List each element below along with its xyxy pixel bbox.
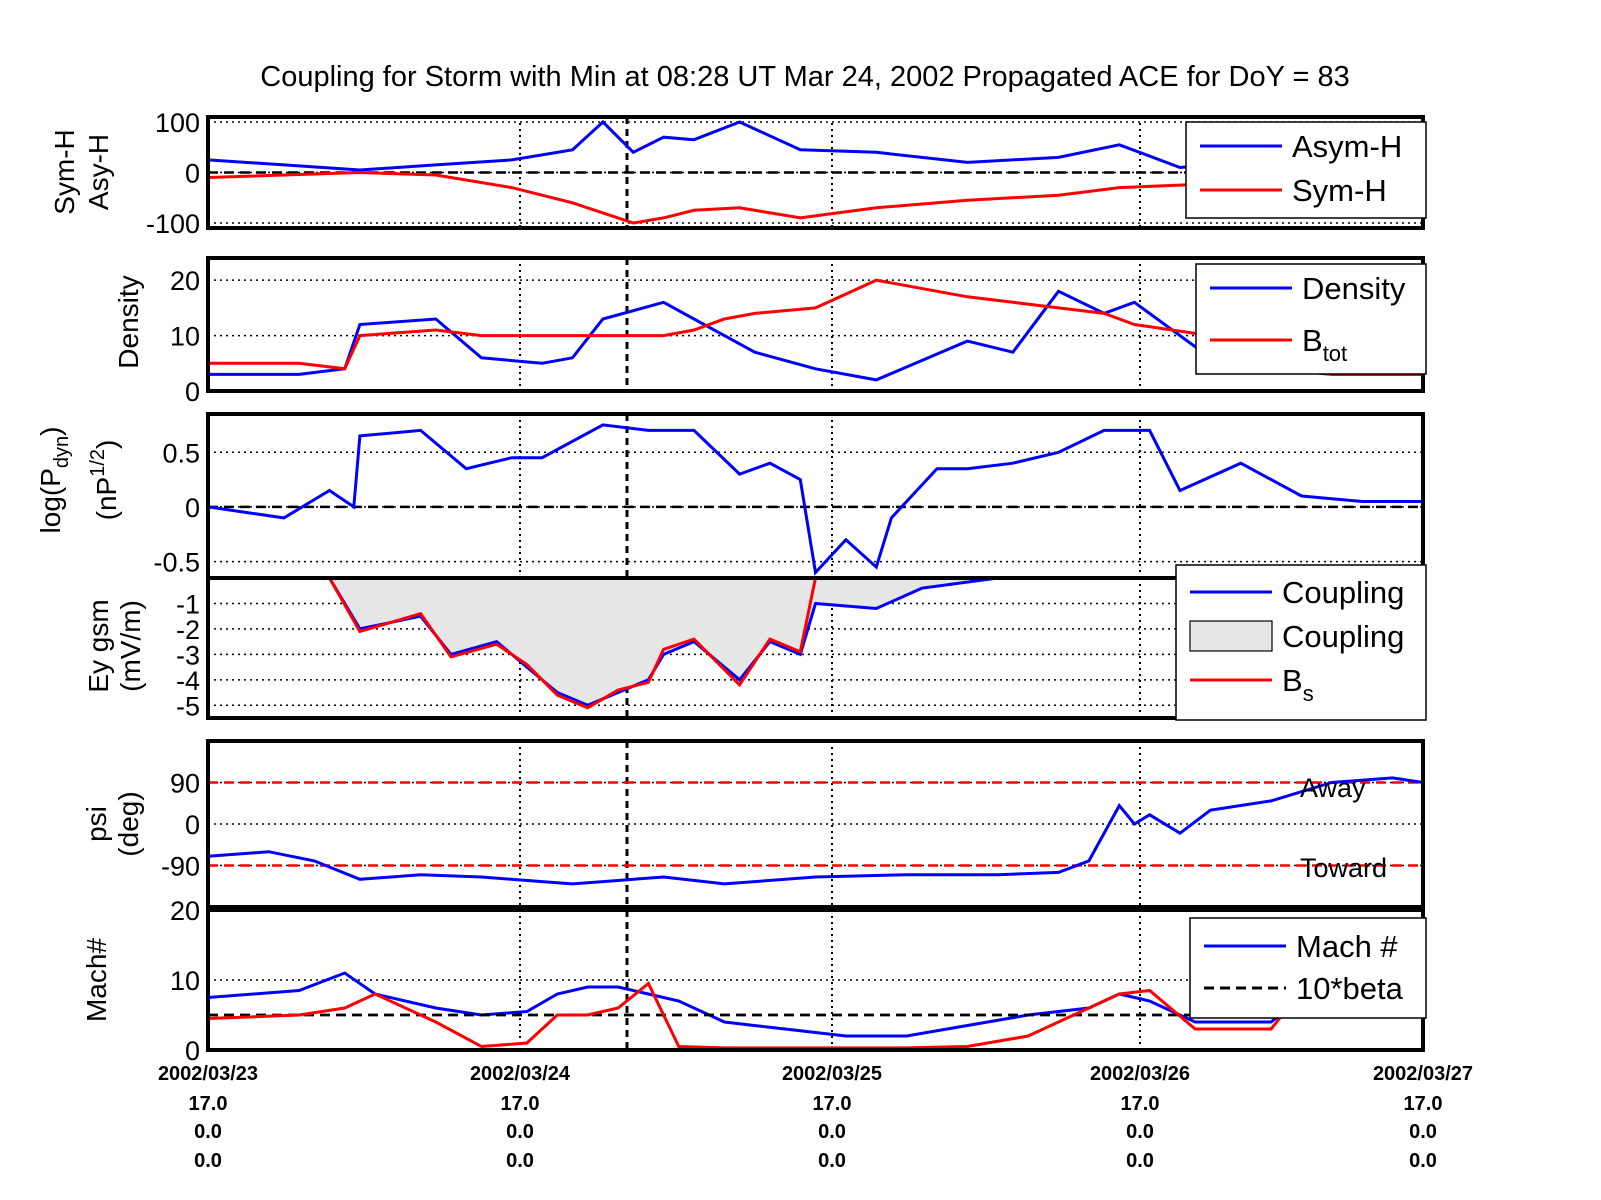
plot-area	[208, 578, 1423, 710]
y-tick-label: 90	[170, 769, 200, 799]
x-tick-date: 2002/03/23	[158, 1063, 258, 1085]
legend-panel-1: Asym-H Sym-H	[1185, 121, 1427, 219]
density-line	[208, 289, 1423, 382]
panel-4: -1-2-3-4-5	[176, 576, 1425, 721]
legend-label: Mach #	[1296, 929, 1398, 964]
x-tick-date: 2002/03/27	[1373, 1063, 1473, 1085]
legend-box	[1185, 121, 1427, 219]
y-axis-label: (nP1/2)	[87, 440, 122, 521]
y-tick-label: 20	[170, 266, 200, 296]
panel-5: 90 0 -90	[161, 739, 1425, 909]
y-axis-label: (deg)	[113, 791, 144, 856]
x-tick-value: 0.0	[1126, 1150, 1154, 1172]
plot-area	[208, 278, 1423, 382]
mach--line	[208, 971, 1423, 1038]
legend-panel-2: Density Btot	[1195, 263, 1427, 375]
y-tick-label: 20	[170, 896, 200, 926]
x-tick-value: 0.0	[1409, 1121, 1437, 1143]
legend-label: Btot	[1302, 323, 1347, 366]
series-line	[208, 776, 1423, 886]
legend-panel-6: Mach # 10*beta	[1189, 917, 1427, 1019]
x-tick-date: 2002/03/26	[1090, 1063, 1190, 1085]
y-axis-label: Sym-H	[49, 129, 80, 215]
x-tick-value: 17.0	[189, 1093, 228, 1115]
panel-frame	[206, 412, 1425, 580]
panel-2: 20 10 0	[170, 256, 1425, 407]
legend-swatch	[1189, 620, 1273, 652]
y-axis-label: Ey gsm	[83, 599, 114, 692]
x-tick-value: 0.0	[194, 1150, 222, 1172]
figure-title: Coupling for Storm with Min at 08:28 UT …	[260, 61, 1349, 93]
legend-label: Sym-H	[1292, 173, 1387, 208]
y-tick-label: -2	[176, 615, 200, 645]
x-tick-value: 17.0	[501, 1093, 540, 1115]
y-tick-label: -4	[176, 666, 200, 696]
y-tick-label: 0	[185, 377, 200, 407]
plot-area	[208, 776, 1423, 886]
y-tick-label: -0.5	[153, 548, 200, 578]
y-tick-label: -3	[176, 640, 200, 670]
panels: 1000-100201000.50-0.5-1-2-3-4-5900-90201…	[35, 108, 1427, 1066]
toward-annotation: Toward	[1300, 853, 1387, 883]
y-axis-label: log(Pdyn)	[35, 427, 73, 534]
y-tick-label: -90	[161, 852, 200, 882]
y-tick-label: 10	[170, 322, 200, 352]
x-axis-labels: 2002/03/23 17.0 0.0 0.0 2002/03/24 17.0 0.0 0.0…	[158, 1063, 1473, 1172]
x-tick-value: 17.0	[1121, 1093, 1160, 1115]
y-axis-label: Asy-H	[83, 134, 114, 210]
x-tick-value: 0.0	[818, 1150, 846, 1172]
x-tick-value: 0.0	[506, 1121, 534, 1143]
y-tick-label: 0.5	[162, 438, 200, 468]
legend-label: 10*beta	[1296, 971, 1404, 1006]
y-tick-label: 0	[185, 493, 200, 523]
bs-line	[208, 578, 1423, 710]
away-annotation: Away	[1300, 773, 1366, 803]
plot-area	[208, 423, 1423, 576]
series-line	[208, 423, 1423, 576]
y-tick-label: -5	[176, 691, 200, 721]
series-line	[208, 950, 1423, 1050]
legend-box	[1195, 263, 1427, 375]
y-axis-label: Density	[113, 275, 144, 368]
coupling-area	[208, 578, 1423, 706]
legend-box	[1189, 917, 1427, 1019]
y-tick-label: 0	[185, 159, 200, 189]
x-tick-value: 0.0	[506, 1150, 534, 1172]
x-tick-value: 0.0	[818, 1121, 846, 1143]
x-tick-value: 17.0	[1404, 1093, 1443, 1115]
x-tick-value: 17.0	[813, 1093, 852, 1115]
x-tick-value: 0.0	[1126, 1121, 1154, 1143]
y-axis-label: (mV/m)	[115, 600, 146, 692]
y-tick-label: 0	[185, 1036, 200, 1066]
legend-label: Density	[1302, 271, 1406, 306]
y-tick-label: -100	[146, 209, 200, 239]
y-tick-label: -1	[176, 589, 200, 619]
x-tick-value: 0.0	[1409, 1150, 1437, 1172]
x-tick-date: 2002/03/24	[470, 1063, 571, 1085]
y-tick-label: 100	[155, 108, 200, 138]
x-tick-date: 2002/03/25	[782, 1063, 882, 1085]
y-tick-label: 0	[185, 810, 200, 840]
panel-3: 0.5 0 -0.5	[153, 412, 1425, 580]
legend-label: Coupling	[1282, 619, 1404, 654]
y-tick-label: 10	[170, 966, 200, 996]
panel-frame	[206, 739, 1425, 909]
legend-panel-4: Coupling Coupling Bs	[1175, 564, 1427, 721]
y-axis-label: psi	[81, 806, 112, 842]
legend-label: Coupling	[1282, 575, 1404, 610]
legend-label: Asym-H	[1292, 129, 1402, 164]
btot-line	[208, 278, 1423, 376]
y-axis-label: Mach#	[81, 938, 112, 1022]
legend-label: Bs	[1282, 663, 1314, 706]
x-tick-value: 0.0	[194, 1121, 222, 1143]
